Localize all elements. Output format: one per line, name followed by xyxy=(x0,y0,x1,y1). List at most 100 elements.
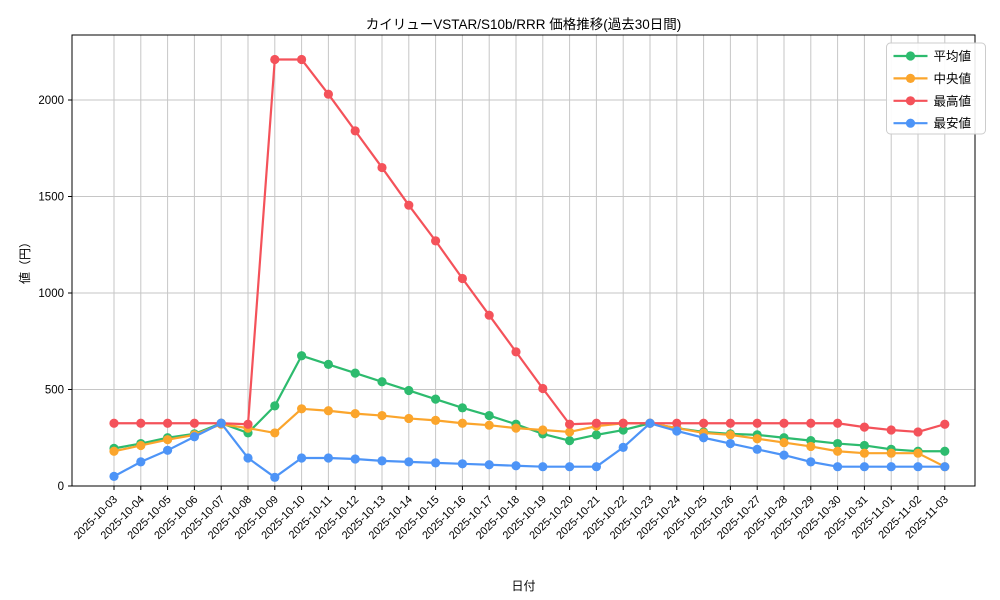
data-point xyxy=(243,453,253,463)
data-point xyxy=(538,383,548,394)
data-point xyxy=(457,273,467,284)
plot-border xyxy=(71,34,976,487)
data-point xyxy=(350,126,360,136)
data-point xyxy=(806,418,816,428)
data-point xyxy=(431,236,441,246)
data-point xyxy=(431,458,441,468)
data-point xyxy=(859,462,870,472)
data-point xyxy=(484,420,494,430)
data-point xyxy=(136,418,146,428)
data-point xyxy=(725,430,736,440)
data-point xyxy=(511,347,521,357)
data-point xyxy=(457,418,467,428)
data-point xyxy=(940,419,950,429)
data-point xyxy=(404,457,414,467)
data-point xyxy=(538,462,548,472)
data-point xyxy=(350,368,360,378)
data-point xyxy=(243,419,253,429)
data-point xyxy=(163,435,173,445)
legend-dot-marker xyxy=(905,118,916,128)
y-tick-label: 2000 xyxy=(38,95,64,107)
data-point xyxy=(699,433,709,443)
data-point xyxy=(431,415,441,425)
data-point xyxy=(565,436,575,446)
data-point xyxy=(806,441,816,452)
data-point xyxy=(725,438,736,449)
data-point xyxy=(163,418,173,428)
series-line-最高値 xyxy=(112,58,946,434)
data-point xyxy=(323,89,333,99)
data-point xyxy=(109,471,119,481)
data-point xyxy=(270,54,280,65)
data-point xyxy=(484,410,494,421)
legend-box xyxy=(886,42,986,135)
data-point xyxy=(404,413,414,424)
data-point xyxy=(484,310,494,320)
data-point xyxy=(833,446,843,456)
data-point xyxy=(806,457,816,467)
data-point xyxy=(511,423,521,433)
data-point xyxy=(565,462,575,472)
data-point xyxy=(913,462,923,472)
data-point xyxy=(377,410,387,421)
data-point xyxy=(404,385,414,396)
data-point xyxy=(725,418,736,428)
data-point xyxy=(350,454,360,464)
x-axis-label: 日付 xyxy=(511,579,536,593)
y-axis-label: 値（円） xyxy=(18,236,32,285)
data-point xyxy=(859,422,870,432)
legend-dot-marker xyxy=(905,73,916,83)
data-point xyxy=(163,445,173,455)
data-point xyxy=(216,418,226,428)
data-point xyxy=(457,403,467,413)
data-point xyxy=(457,459,467,469)
data-point xyxy=(511,461,521,471)
data-point xyxy=(779,450,789,460)
data-point xyxy=(591,462,602,472)
data-point xyxy=(297,404,307,414)
data-point xyxy=(404,200,414,210)
data-point xyxy=(859,448,870,458)
data-point xyxy=(538,425,548,435)
data-point xyxy=(779,437,789,448)
data-point xyxy=(672,426,682,436)
data-point xyxy=(779,418,789,428)
data-point xyxy=(565,419,575,429)
data-point xyxy=(377,162,387,173)
data-point xyxy=(270,428,280,438)
data-point xyxy=(886,425,896,435)
data-point xyxy=(323,359,333,370)
data-point xyxy=(591,430,602,440)
data-point xyxy=(270,401,280,411)
data-point xyxy=(940,446,950,456)
data-point xyxy=(859,440,870,451)
data-point xyxy=(833,418,843,428)
data-point xyxy=(189,418,199,428)
data-point xyxy=(350,409,360,419)
data-point xyxy=(297,453,307,463)
data-point xyxy=(886,448,896,458)
data-point xyxy=(109,446,119,456)
data-point xyxy=(618,418,628,428)
data-point xyxy=(377,377,387,387)
data-point xyxy=(484,460,494,470)
data-point xyxy=(323,453,333,463)
data-point xyxy=(913,427,923,437)
data-point xyxy=(618,442,628,452)
legend-label: 最高値 xyxy=(934,93,972,108)
data-point xyxy=(109,418,119,428)
y-tick-label: 0 xyxy=(58,481,64,493)
data-point xyxy=(752,434,762,444)
data-point xyxy=(645,418,655,428)
data-point xyxy=(618,425,628,435)
data-point xyxy=(940,462,950,472)
data-point xyxy=(189,432,199,442)
data-point xyxy=(136,440,146,451)
data-point xyxy=(833,462,843,472)
data-point xyxy=(377,456,387,466)
data-point xyxy=(431,394,441,404)
legend-label: 最安値 xyxy=(934,116,972,131)
legend-dot-marker xyxy=(905,96,916,106)
data-point xyxy=(591,418,602,428)
